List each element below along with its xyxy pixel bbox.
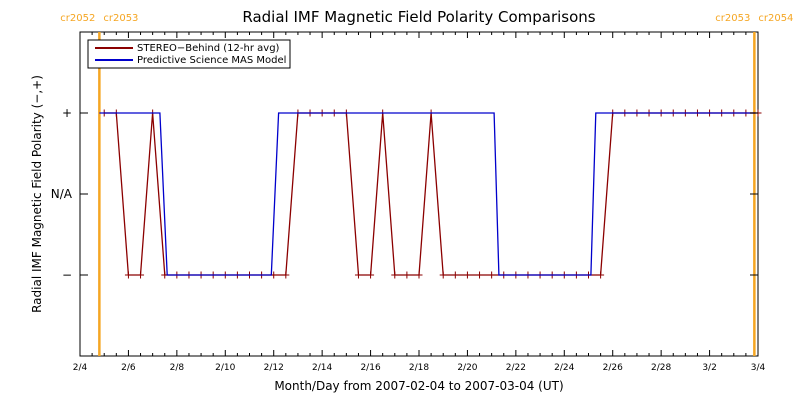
data-point-marker — [463, 271, 471, 279]
x-tick-label: 3/4 — [751, 363, 766, 373]
carrington-label-left: cr2052 — [60, 13, 95, 24]
x-tick-label: 2/4 — [73, 363, 88, 373]
data-point-marker — [488, 271, 496, 279]
data-point-marker — [354, 271, 362, 279]
legend-label-mas: Predictive Science MAS Model — [137, 55, 286, 66]
data-point-marker — [597, 271, 605, 279]
data-point-marker — [476, 271, 484, 279]
data-point-marker — [282, 271, 290, 279]
carrington-label-right: cr2053 — [103, 13, 138, 24]
data-point-marker — [124, 271, 132, 279]
data-point-marker — [439, 271, 447, 279]
legend-box — [87, 39, 291, 69]
plot-frame — [79, 31, 759, 357]
x-tick-label: 2/28 — [651, 363, 671, 373]
x-tick-label: 2/12 — [264, 363, 284, 373]
x-tick-label: 3/2 — [702, 363, 716, 373]
y-axis-label: Radial IMF Magnetic Field Polarity (−,+) — [30, 75, 44, 313]
chart-title: Radial IMF Magnetic Field Polarity Compa… — [242, 8, 595, 26]
x-tick-label: 2/26 — [603, 363, 623, 373]
data-point-marker — [391, 271, 399, 279]
series-line-mas — [99, 112, 756, 276]
y-tick-label: N/A — [51, 187, 73, 201]
x-tick-label: 2/20 — [457, 363, 477, 373]
data-point-marker — [367, 271, 375, 279]
carrington-label-left: cr2053 — [715, 13, 750, 24]
legend-label-stereo: STEREO−Behind (12-hr avg) — [137, 43, 280, 54]
x-tick-label: 2/10 — [215, 363, 235, 373]
x-axis-label: Month/Day from 2007-02-04 to 2007-03-04 … — [274, 379, 563, 393]
x-tick-label: 2/16 — [360, 363, 380, 373]
x-tick-label: 2/22 — [506, 363, 526, 373]
legend: STEREO−Behind (12-hr avg) Predictive Sci… — [87, 39, 291, 69]
series-line-stereo — [104, 112, 758, 276]
y-tick-label: − — [62, 268, 72, 282]
data-point-marker — [415, 271, 423, 279]
x-tick-label: 2/8 — [170, 363, 185, 373]
x-tick-label: 2/6 — [121, 363, 136, 373]
data-point-marker — [451, 271, 459, 279]
carrington-label-right: cr2054 — [758, 13, 793, 24]
y-tick-label: + — [62, 106, 72, 120]
data-point-marker — [403, 271, 411, 279]
x-tick-label: 2/24 — [554, 363, 574, 373]
x-tick-label: 2/14 — [312, 363, 332, 373]
x-tick-label: 2/18 — [409, 363, 429, 373]
data-point-marker — [137, 271, 145, 279]
